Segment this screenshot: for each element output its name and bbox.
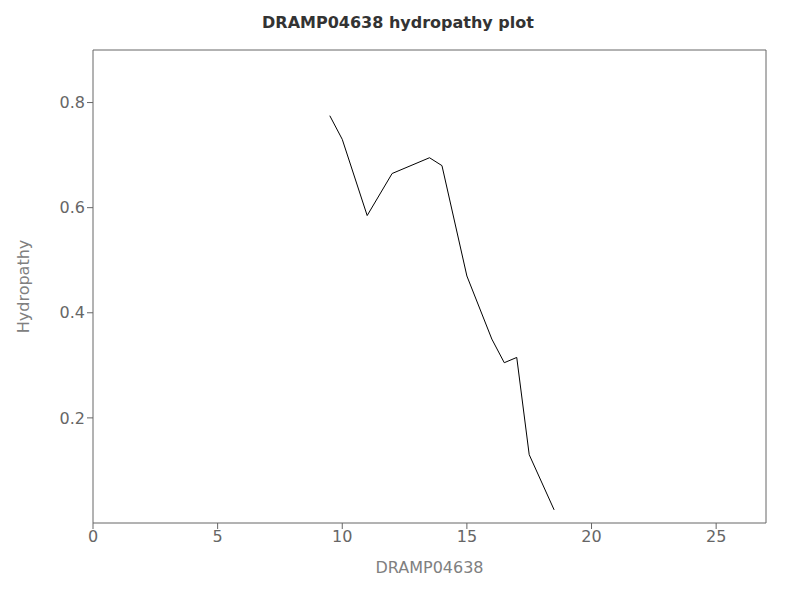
svg-text:0.4: 0.4 [60, 303, 85, 322]
svg-text:0.8: 0.8 [60, 93, 85, 112]
svg-text:25: 25 [706, 527, 726, 546]
svg-text:Hydropathy: Hydropathy [14, 240, 33, 334]
svg-text:0: 0 [88, 527, 98, 546]
svg-text:5: 5 [213, 527, 223, 546]
svg-text:20: 20 [581, 527, 601, 546]
svg-text:0.6: 0.6 [60, 198, 85, 217]
svg-text:15: 15 [457, 527, 477, 546]
svg-text:DRAMP04638: DRAMP04638 [375, 558, 483, 577]
html-text:DRAMP04638 hydropathy plot: DRAMP04638 hydropathy plot [262, 13, 534, 32]
svg-text:10: 10 [332, 527, 352, 546]
svg-text:0.2: 0.2 [60, 409, 85, 428]
